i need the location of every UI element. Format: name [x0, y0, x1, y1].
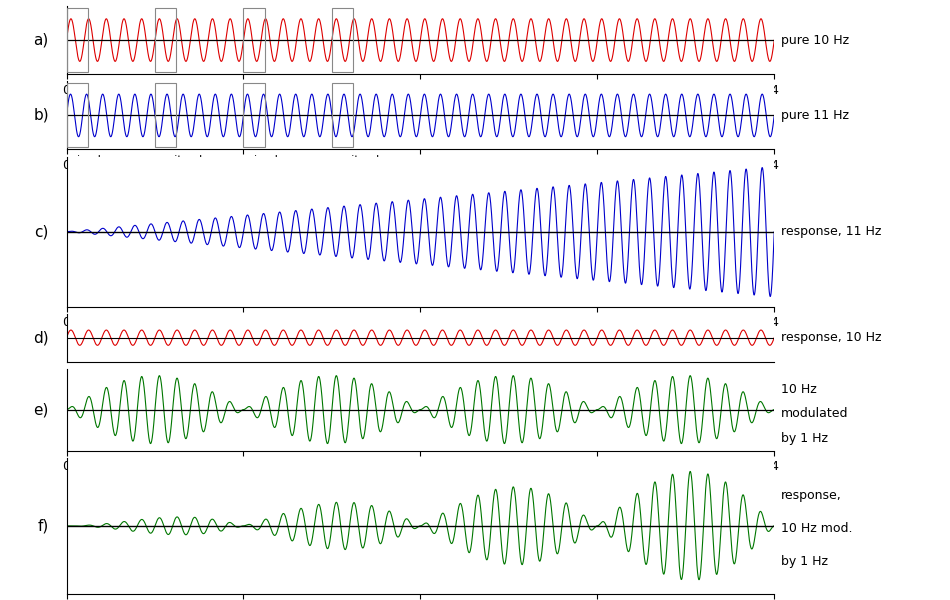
Text: c): c) [34, 224, 48, 239]
Text: a): a) [33, 32, 48, 47]
Text: response, 11 Hz: response, 11 Hz [781, 225, 882, 238]
Text: 10 Hz: 10 Hz [781, 383, 817, 395]
Text: e): e) [33, 402, 48, 417]
Text: b): b) [33, 108, 48, 123]
Bar [243, 8, 265, 72]
Bar [332, 83, 353, 148]
Bar [66, 8, 87, 72]
Text: opposite phase: opposite phase [317, 155, 403, 165]
Text: by 1 Hz: by 1 Hz [781, 432, 828, 445]
Text: 10 Hz mod.: 10 Hz mod. [781, 522, 853, 535]
Text: by 1 Hz: by 1 Hz [781, 555, 828, 568]
Text: in phase: in phase [77, 155, 124, 165]
Text: response, 10 Hz: response, 10 Hz [781, 331, 882, 344]
Text: f): f) [38, 518, 48, 533]
Bar [66, 83, 87, 148]
Bar [332, 8, 353, 72]
Text: pure 11 Hz: pure 11 Hz [781, 109, 849, 122]
Bar [243, 83, 265, 148]
Bar [155, 8, 176, 72]
Text: in phase: in phase [254, 155, 301, 165]
Text: opposite phase: opposite phase [141, 155, 225, 165]
Text: pure 10 Hz: pure 10 Hz [781, 34, 849, 47]
Bar [155, 83, 176, 148]
Text: response,: response, [781, 490, 842, 502]
Text: d): d) [33, 330, 48, 345]
Text: modulated: modulated [781, 407, 849, 420]
